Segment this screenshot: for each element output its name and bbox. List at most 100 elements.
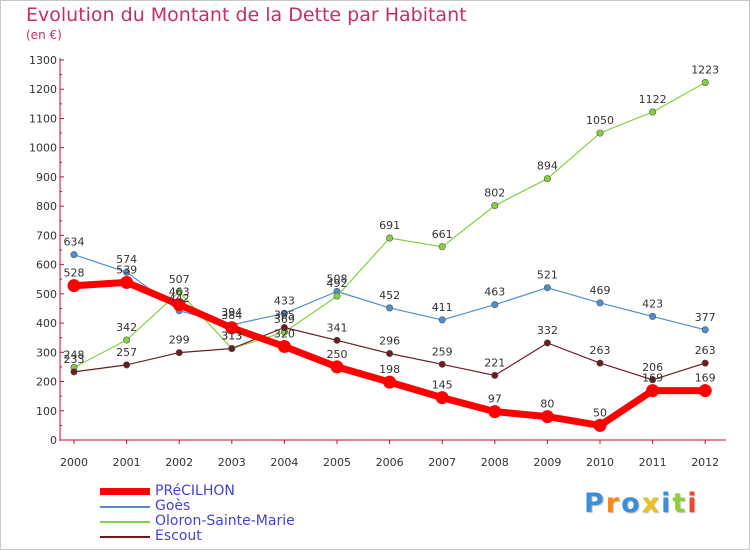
- data-point: [701, 79, 709, 87]
- data-point: [175, 349, 183, 357]
- data-label: 528: [64, 267, 85, 280]
- legend-swatch: [100, 535, 150, 538]
- legend-label: Goès: [155, 498, 191, 514]
- x-tick-label: 2006: [376, 456, 404, 469]
- data-label: 263: [695, 344, 716, 357]
- data-point: [386, 349, 394, 357]
- data-label: 1050: [586, 114, 614, 127]
- logo-letter: o: [621, 488, 642, 519]
- data-label: 313: [221, 330, 242, 343]
- data-label: 369: [274, 313, 295, 326]
- x-tick-label: 2005: [323, 456, 351, 469]
- data-label: 411: [432, 301, 453, 314]
- data-label: 198: [379, 363, 400, 376]
- legend-label: Oloron-Sainte-Marie: [155, 513, 295, 529]
- data-point: [330, 360, 344, 374]
- y-tick-label: 400: [36, 317, 57, 330]
- data-label: 332: [537, 324, 558, 337]
- data-point: [491, 301, 499, 309]
- data-label: 250: [327, 348, 348, 361]
- data-label: 463: [484, 286, 505, 299]
- data-point: [123, 336, 131, 344]
- logo-letter: i: [661, 488, 673, 519]
- data-point: [649, 376, 657, 384]
- data-point: [543, 284, 551, 292]
- data-point: [596, 129, 604, 137]
- y-tick-label: 1200: [29, 83, 57, 96]
- data-point: [438, 360, 446, 368]
- data-point: [67, 279, 81, 293]
- data-point: [543, 175, 551, 183]
- data-point: [701, 359, 709, 367]
- data-point: [383, 375, 397, 389]
- data-point: [333, 292, 341, 300]
- data-label: 521: [537, 269, 558, 282]
- legend-item: Oloron-Sainte-Marie: [100, 514, 295, 529]
- data-point: [596, 299, 604, 307]
- data-label: 377: [695, 311, 716, 324]
- data-label: 296: [379, 334, 400, 347]
- data-point: [333, 336, 341, 344]
- x-tick-label: 2000: [60, 456, 88, 469]
- data-label: 248: [64, 349, 85, 362]
- data-label: 452: [379, 289, 400, 302]
- data-point: [596, 359, 604, 367]
- data-label: 221: [484, 356, 505, 369]
- data-point: [280, 323, 288, 331]
- x-tick-label: 2002: [165, 456, 193, 469]
- chart-unit-label: (en €): [26, 28, 62, 42]
- y-tick-label: 900: [36, 171, 57, 184]
- data-label: 469: [590, 284, 611, 297]
- data-label: 1223: [691, 64, 719, 77]
- data-point: [488, 405, 502, 419]
- x-tick-label: 2010: [586, 456, 614, 469]
- data-label: 313: [221, 330, 242, 343]
- data-point: [701, 326, 709, 334]
- data-point: [435, 391, 449, 405]
- data-label: 169: [695, 372, 716, 385]
- data-point: [123, 361, 131, 369]
- data-point: [123, 268, 131, 276]
- chart-title: Evolution du Montant de la Dette par Hab…: [26, 4, 467, 26]
- data-label: 433: [274, 294, 295, 307]
- legend-item: Escout: [100, 529, 295, 544]
- data-label: 802: [484, 187, 505, 200]
- data-label: 507: [169, 273, 190, 286]
- proxiti-logo: Proxiti: [584, 488, 699, 519]
- data-label: 384: [221, 309, 242, 322]
- data-label: 341: [327, 321, 348, 334]
- data-point: [280, 309, 288, 317]
- x-tick-label: 2001: [113, 456, 141, 469]
- data-point: [175, 288, 183, 296]
- data-label: 169: [642, 372, 663, 385]
- data-label: 50: [593, 406, 607, 419]
- data-point: [593, 418, 607, 432]
- data-point: [646, 384, 660, 398]
- logo-letter: x: [641, 488, 662, 519]
- data-label: 257: [116, 346, 137, 359]
- y-tick-label: 1300: [29, 54, 57, 67]
- data-label: 894: [537, 160, 558, 173]
- logo-letter: t: [672, 488, 688, 519]
- data-label: 80: [540, 398, 554, 411]
- y-tick-label: 500: [36, 288, 57, 301]
- data-point: [277, 339, 291, 353]
- data-label: 394: [221, 306, 242, 319]
- logo-letter: P: [584, 488, 606, 519]
- data-point: [70, 368, 78, 376]
- data-label: 442: [169, 292, 190, 305]
- data-label: 539: [116, 263, 137, 276]
- data-point: [438, 316, 446, 324]
- y-tick-label: 800: [36, 200, 57, 213]
- data-label: 634: [64, 236, 85, 249]
- logo-letter: i: [687, 488, 699, 519]
- x-tick-label: 2004: [270, 456, 298, 469]
- data-point: [386, 234, 394, 242]
- data-label: 206: [642, 361, 663, 374]
- legend-item: Goès: [100, 499, 295, 514]
- data-label: 259: [432, 345, 453, 358]
- data-label: 233: [64, 353, 85, 366]
- data-label: 385: [274, 308, 295, 321]
- data-label: 320: [274, 327, 295, 340]
- y-tick-label: 100: [36, 405, 57, 418]
